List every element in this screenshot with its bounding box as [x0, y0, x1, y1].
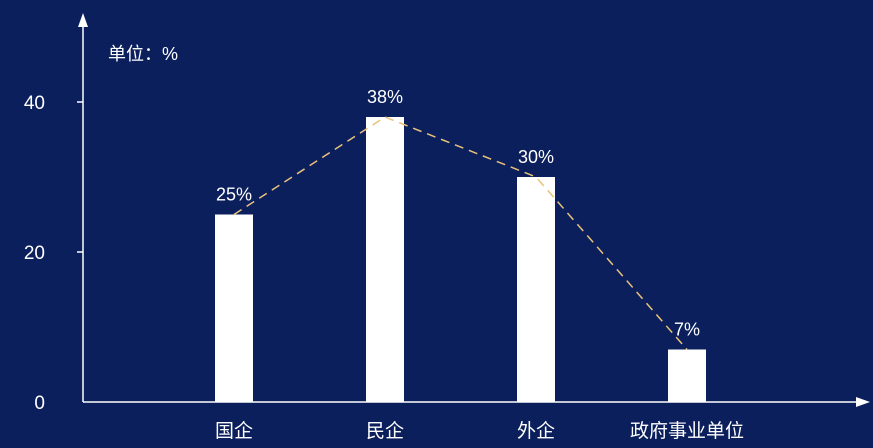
y-tick-label: 0 [34, 393, 45, 414]
bar-data-label: 30% [518, 147, 554, 167]
bar [215, 214, 253, 402]
trend-line [233, 116, 688, 350]
labels: 国企 25% 民企 38% 外企 30% 政府事业单位 7% [215, 87, 744, 442]
bar-data-label: 38% [367, 87, 403, 107]
y-tick-label: 20 [24, 243, 45, 264]
bar-data-label: 7% [674, 320, 700, 340]
x-category-label: 政府事业单位 [630, 420, 744, 442]
bar-data-label: 25% [216, 185, 252, 205]
y-tick-label: 40 [24, 93, 45, 114]
trend-line-layer [233, 116, 688, 350]
axes: 0 20 40 [24, 13, 870, 414]
x-axis-arrow-icon [856, 397, 870, 407]
bars [215, 117, 706, 402]
bar [668, 349, 706, 402]
y-axis-arrow-icon [78, 13, 88, 27]
x-category-label: 国企 [215, 420, 253, 442]
x-category-label: 外企 [517, 420, 555, 442]
bar [517, 177, 555, 402]
y-axis-unit-label: 单位：% [108, 44, 178, 64]
bar [366, 117, 404, 402]
x-category-label: 民企 [366, 420, 404, 442]
